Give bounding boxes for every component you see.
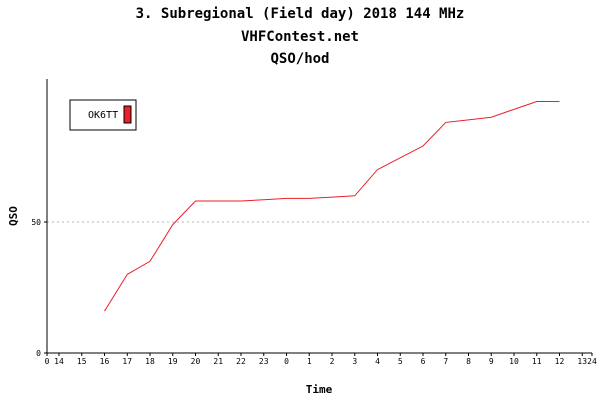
x-tick-label: 8 bbox=[466, 357, 471, 366]
x-tick-label: 19 bbox=[168, 357, 178, 366]
chart-subtitle-metric: QSO/hod bbox=[270, 51, 330, 67]
x-tick-label: 5 bbox=[398, 357, 403, 366]
y-tick-label: 0 bbox=[36, 349, 41, 358]
x-tick-label: 22 bbox=[236, 357, 246, 366]
x-tick-label: 13 bbox=[577, 357, 587, 366]
x-tick-label: 4 bbox=[375, 357, 380, 366]
tick-layer: 0 14 15 16 17 18 19 20 21 22 23 0 1 2 3 4 5 6 7 8 9 10 11 12 13 2… bbox=[31, 218, 597, 366]
x-tick-label: 16 bbox=[100, 357, 110, 366]
x-tick-label: 9 bbox=[489, 357, 494, 366]
series-line-ok6tt bbox=[104, 100, 560, 312]
x-tick-label: 6 bbox=[421, 357, 426, 366]
x-tick-label: 11 bbox=[532, 357, 542, 366]
legend: OK6TT bbox=[69, 99, 137, 131]
x-tick-label: 20 bbox=[191, 357, 201, 366]
x-tick-label: 15 bbox=[77, 357, 87, 366]
x-tick-label: 17 bbox=[122, 357, 132, 366]
x-tick-label: 0 bbox=[284, 357, 289, 366]
x-tick-label: 1 bbox=[307, 357, 312, 366]
series-layer bbox=[104, 100, 560, 312]
x-tick-label: 3 bbox=[352, 357, 357, 366]
x-tick-label: 2 bbox=[330, 357, 335, 366]
legend-label-ok6tt: OK6TT bbox=[88, 110, 118, 121]
y-tick-label: 50 bbox=[31, 218, 41, 227]
x-tick-label: 7 bbox=[443, 357, 448, 366]
chart-subtitle-site: VHFContest.net bbox=[240, 29, 359, 45]
y-axis-title: QSO bbox=[7, 206, 20, 226]
x-tick-label: 14 bbox=[54, 357, 64, 366]
x-axis-title: Time bbox=[306, 383, 333, 396]
x-tick-label: 18 bbox=[145, 357, 155, 366]
axis-layer bbox=[46, 79, 592, 354]
x-tick-label: 0 bbox=[45, 357, 50, 366]
x-tick-label: 23 bbox=[259, 357, 269, 366]
x-tick-label: 12 bbox=[555, 357, 565, 366]
chart-title: 3. Subregional (Field day) 2018 144 MHz bbox=[135, 6, 465, 22]
x-tick-label: 24 bbox=[587, 357, 597, 366]
legend-swatch-ok6tt bbox=[123, 105, 132, 124]
x-tick-label: 10 bbox=[509, 357, 519, 366]
x-tick-label: 21 bbox=[213, 357, 223, 366]
